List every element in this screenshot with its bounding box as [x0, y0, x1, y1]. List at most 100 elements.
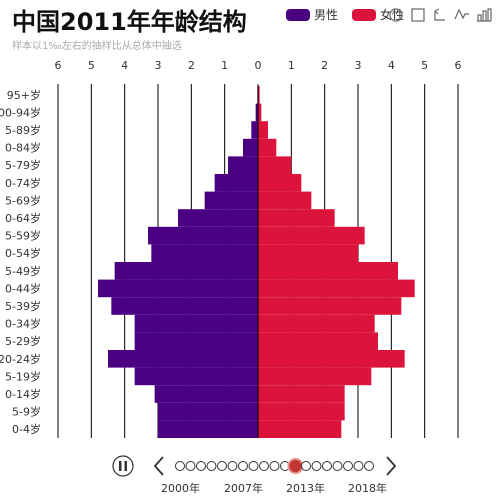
bar-chart-icon[interactable] — [476, 7, 492, 23]
timeline-year-2013: 2013年 — [286, 482, 325, 495]
female-bar[interactable] — [258, 191, 312, 210]
y-tick-label: 0-14岁 — [5, 387, 41, 401]
male-bar[interactable] — [134, 367, 258, 386]
female-bar[interactable] — [258, 420, 342, 438]
timeline-year-2007: 2007年 — [224, 482, 263, 495]
timeline: 2000年 2007年 2013年 2018年 — [0, 450, 500, 500]
male-bar[interactable] — [214, 174, 258, 192]
female-bar[interactable] — [258, 244, 358, 262]
female-bar[interactable] — [258, 174, 302, 192]
next-arrow-icon[interactable] — [386, 456, 397, 476]
female-bar[interactable] — [258, 385, 345, 403]
female-bar[interactable] — [258, 350, 405, 368]
timeline-dot[interactable] — [269, 461, 280, 471]
y-tick-label: 5-9岁 — [12, 405, 41, 419]
male-bar[interactable] — [108, 350, 258, 368]
male-bar[interactable] — [111, 297, 258, 315]
y-tick-label: 20-24岁 — [0, 352, 41, 366]
male-bar[interactable] — [228, 156, 258, 174]
female-bar[interactable] — [258, 402, 345, 421]
timeline-dot[interactable] — [311, 461, 322, 471]
female-bar[interactable] — [258, 279, 415, 298]
y-tick-label: 0-4岁 — [12, 422, 41, 436]
male-bar[interactable] — [204, 191, 258, 210]
female-bar[interactable] — [258, 262, 398, 280]
x-tick-label: 4 — [121, 59, 128, 72]
x-tick-label: 3 — [155, 59, 162, 72]
timeline-dot[interactable] — [238, 461, 248, 471]
timeline-dot[interactable] — [322, 461, 332, 471]
x-tick-label: 5 — [88, 59, 95, 72]
y-tick-label: 5-89岁 — [5, 123, 41, 137]
chart-subtitle: 样本以1‰左右的抽样比从总体中抽选 — [12, 41, 182, 52]
timeline-dot[interactable] — [206, 461, 217, 471]
female-bar[interactable] — [258, 138, 277, 157]
x-tick-label: 2 — [321, 59, 328, 72]
timeline-dot[interactable] — [217, 461, 227, 471]
male-bar[interactable] — [158, 420, 258, 438]
female-bar[interactable] — [258, 156, 292, 174]
x-tick-label: 1 — [221, 59, 228, 72]
female-bar[interactable] — [258, 367, 372, 386]
female-bar[interactable] — [258, 121, 268, 139]
y-tick-label: 5-29岁 — [5, 334, 41, 348]
timeline-dot[interactable] — [364, 461, 374, 471]
female-bar[interactable] — [258, 103, 262, 122]
timeline-year-2000: 2000年 — [161, 482, 200, 495]
y-tick-label: 0-84岁 — [5, 141, 41, 155]
female-bar[interactable] — [258, 209, 335, 227]
male-bar[interactable] — [154, 385, 258, 403]
y-tick-label: 00-94岁 — [0, 105, 41, 119]
y-tick-label: 5-39岁 — [5, 299, 41, 313]
x-tick-label: 2 — [188, 59, 195, 72]
y-tick-label: 0-44岁 — [5, 281, 41, 295]
y-tick-label: 0-34岁 — [5, 317, 41, 331]
timeline-dot[interactable] — [301, 461, 311, 471]
male-bar[interactable] — [243, 138, 258, 157]
play-pause-button[interactable] — [112, 455, 134, 477]
timeline-dot[interactable] — [343, 461, 353, 471]
zoom-icon[interactable] — [410, 7, 426, 23]
female-bar[interactable] — [258, 332, 378, 350]
y-tick-label: 0-64岁 — [5, 211, 41, 225]
legend-swatch-male — [286, 9, 310, 21]
back-icon[interactable] — [432, 7, 448, 23]
x-tick-label: 1 — [288, 59, 295, 72]
chart-title: 中国2011年年龄结构 — [12, 8, 247, 36]
male-bar[interactable] — [134, 332, 258, 350]
timeline-dot[interactable] — [175, 461, 185, 471]
male-bar[interactable] — [114, 262, 259, 280]
male-bar[interactable] — [148, 226, 258, 245]
female-bar[interactable] — [258, 86, 260, 104]
male-bar[interactable] — [251, 121, 258, 139]
female-bar[interactable] — [258, 226, 365, 245]
timeline-dot[interactable] — [185, 461, 196, 471]
legend-label-female: 女性 — [380, 8, 405, 22]
male-bar[interactable] — [134, 314, 258, 333]
x-tick-label: 4 — [388, 59, 395, 72]
timeline-dot[interactable] — [353, 461, 364, 471]
restore-icon[interactable] — [388, 7, 404, 23]
timeline-dot[interactable] — [227, 461, 238, 471]
timeline-dot[interactable] — [259, 461, 269, 471]
male-bar[interactable] — [178, 209, 258, 227]
male-bar[interactable] — [98, 279, 258, 298]
legend-swatch-female — [352, 9, 376, 21]
male-bar[interactable] — [158, 402, 258, 421]
x-tick-label: 6 — [55, 59, 62, 72]
male-bar[interactable] — [255, 103, 258, 122]
female-bar[interactable] — [258, 314, 375, 333]
prev-arrow-icon[interactable] — [153, 456, 164, 476]
female-bar[interactable] — [258, 297, 402, 315]
timeline-dot[interactable] — [196, 461, 206, 471]
timeline-dot[interactable] — [248, 461, 259, 471]
legend-label-male: 男性 — [314, 8, 339, 22]
timeline-dot-active[interactable] — [287, 458, 304, 474]
timeline-dot[interactable] — [332, 461, 343, 471]
y-tick-label: 5-19岁 — [5, 369, 41, 383]
male-bar[interactable] — [151, 244, 258, 262]
timeline-controls — [112, 455, 397, 477]
y-tick-label: 95+岁 — [7, 88, 41, 102]
x-tick-label: 5 — [421, 59, 428, 72]
line-chart-icon[interactable] — [454, 7, 470, 23]
